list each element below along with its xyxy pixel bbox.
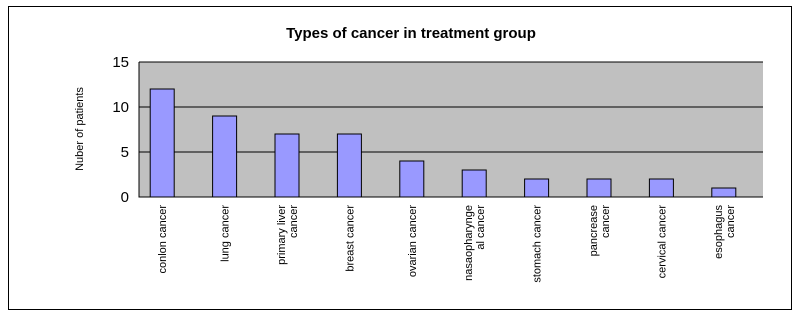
x-tick-label: al cancer — [475, 205, 487, 250]
x-tick-label: lung cancer — [220, 205, 232, 262]
bar — [461, 169, 487, 198]
y-tick-label: 5 — [121, 144, 129, 161]
bar — [524, 178, 550, 198]
bar — [212, 115, 238, 198]
bars — [149, 88, 737, 198]
axis-lines — [138, 62, 763, 198]
bar — [586, 178, 612, 198]
x-tick-label: cancer — [725, 205, 737, 238]
x-axis-ticks: conlon cancer lung cancer primary liver can… — [157, 205, 737, 283]
x-tick-label: breast cancer — [344, 205, 356, 272]
chart-frame: Types of cancer in treatment group 0 5 10 1… — [8, 6, 792, 310]
y-tick-label: 10 — [112, 99, 129, 116]
x-tick-label: ovarian cancer — [407, 205, 419, 277]
x-tick-label: stomach cancer — [532, 205, 544, 283]
x-tick-label: nasaopharynge — [463, 205, 475, 281]
x-tick-label: esophagus — [713, 205, 725, 259]
x-tick-label: cancer — [288, 205, 300, 238]
x-tick-label: pancrease — [588, 205, 600, 256]
bar — [648, 178, 674, 198]
chart-title: Types of cancer in treatment group — [286, 25, 536, 42]
y-axis-ticks: 0 5 10 15 — [112, 54, 129, 206]
bar — [274, 133, 300, 198]
x-tick-label: conlon cancer — [157, 205, 169, 274]
bar — [711, 187, 737, 198]
plot-area — [139, 62, 763, 197]
x-tick-label: cancer — [600, 205, 612, 238]
x-tick-label: primary liver — [276, 205, 288, 265]
bar — [149, 88, 175, 198]
x-tick-label: cervical cancer — [656, 205, 668, 279]
bar — [336, 133, 362, 198]
bar — [399, 160, 425, 198]
y-axis-label: Nuber of patients — [74, 87, 86, 171]
bar-chart: Types of cancer in treatment group 0 5 10 1… — [74, 25, 763, 283]
y-tick-label: 15 — [112, 54, 129, 71]
y-tick-label: 0 — [121, 189, 129, 206]
